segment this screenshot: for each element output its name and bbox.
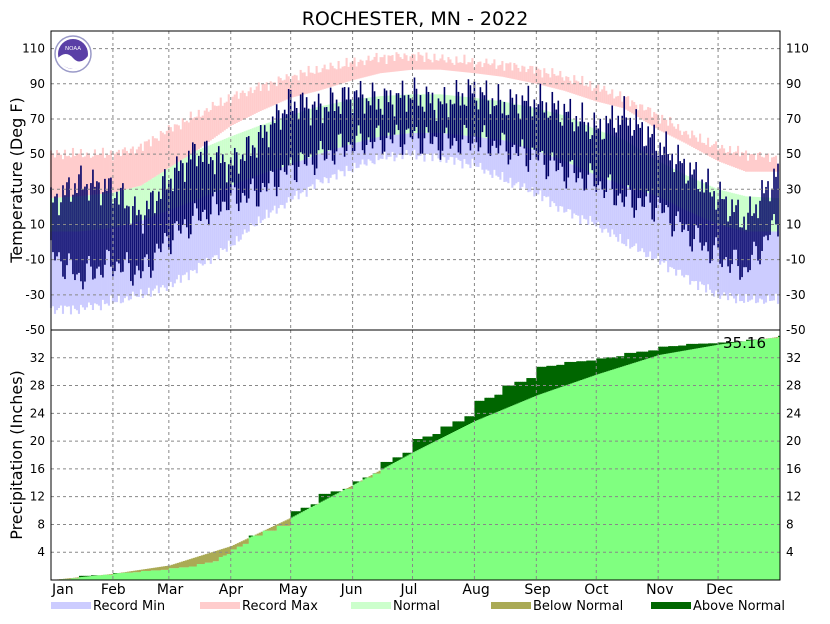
precip-tick-right: 8: [786, 517, 794, 531]
temp-tick-left: 90: [30, 77, 45, 91]
legend-swatch: [51, 602, 91, 609]
precip-tick-right: 32: [786, 351, 801, 365]
temp-tick-right: 90: [786, 77, 801, 91]
temp-tick-right: 30: [786, 182, 801, 196]
precip-tick-right: 28: [786, 379, 801, 393]
precip-total-label: 35.16: [723, 334, 766, 352]
legend-swatch: [200, 602, 240, 609]
precip-tick-left: 24: [30, 406, 45, 420]
precip-tick-left: 28: [30, 379, 45, 393]
temp-tick-right: 10: [786, 217, 801, 231]
temperature-axis-label: Temperature (Deg F): [7, 97, 26, 264]
temp-tick-left: 50: [30, 147, 45, 161]
legend-label: Above Normal: [693, 599, 785, 614]
month-tick-label: Oct: [584, 582, 609, 598]
legend-label: Normal: [393, 599, 440, 614]
temperature-panel: 110 110 90 90 70 70 50 50 30 30 10 10 -10 -10 -30 -30 -5…: [22, 31, 809, 337]
temp-tick-left: 10: [30, 217, 45, 231]
legend-swatch: [491, 602, 531, 609]
legend-swatch: [351, 602, 391, 609]
precip-tick-left: 32: [30, 351, 45, 365]
legend-label: Record Max: [242, 599, 318, 614]
month-tick-label: Aug: [462, 582, 489, 598]
month-tick-label: Jan: [51, 582, 74, 598]
month-tick-label: Feb: [101, 582, 126, 598]
temp-tick-left: 110: [22, 42, 45, 56]
precip-tick-left: 16: [30, 462, 45, 476]
legend-label: Below Normal: [533, 599, 623, 614]
month-tick-label: Dec: [706, 582, 733, 598]
temp-tick-left: -50: [25, 323, 45, 337]
legend-label: Record Min: [93, 599, 165, 614]
temp-tick-right: 110: [786, 42, 809, 56]
precip-tick-left: 12: [30, 490, 45, 504]
precipitation-axis-label: Precipitation (Inches): [7, 370, 26, 540]
temp-tick-right: 50: [786, 147, 801, 161]
temp-tick-right: -30: [786, 288, 806, 302]
precip-tick-right: 20: [786, 434, 801, 448]
temp-tick-right: -50: [786, 323, 806, 337]
precip-tick-right: 24: [786, 406, 801, 420]
temp-tick-right: -10: [786, 253, 806, 267]
month-tick-label: Jun: [340, 582, 363, 598]
month-tick-label: Sep: [524, 582, 551, 598]
temp-tick-left: -10: [25, 253, 45, 267]
precipitation-panel: 32 32 28 28 24 24 20 20 16 16 12 12 8 8 4 4 35.16 Jan Feb M…: [30, 330, 802, 598]
month-tick-label: Jul: [400, 582, 418, 598]
temp-tick-right: 70: [786, 112, 801, 126]
legend: Record Min Record Max Normal Below Normal Ab…: [51, 599, 785, 614]
temp-tick-left: 30: [30, 182, 45, 196]
month-tick-label: Mar: [157, 582, 184, 598]
temp-tick-left: 70: [30, 112, 45, 126]
legend-swatch: [651, 602, 691, 609]
temp-tick-left: -30: [25, 288, 45, 302]
precip-tick-left: 4: [37, 545, 45, 559]
noaa-logo-icon: NOAA: [55, 36, 91, 72]
precip-tick-left: 8: [37, 517, 45, 531]
noaa-logo-text: NOAA: [65, 46, 81, 52]
precip-tick-right: 12: [786, 490, 801, 504]
precip-tick-right: 4: [786, 545, 794, 559]
month-tick-label: Apr: [219, 582, 243, 598]
month-tick-label: May: [279, 582, 308, 598]
precip-tick-left: 20: [30, 434, 45, 448]
precip-tick-right: 16: [786, 462, 801, 476]
chart-title: ROCHESTER, MN - 2022: [302, 8, 529, 30]
month-tick-label: Nov: [646, 582, 673, 598]
